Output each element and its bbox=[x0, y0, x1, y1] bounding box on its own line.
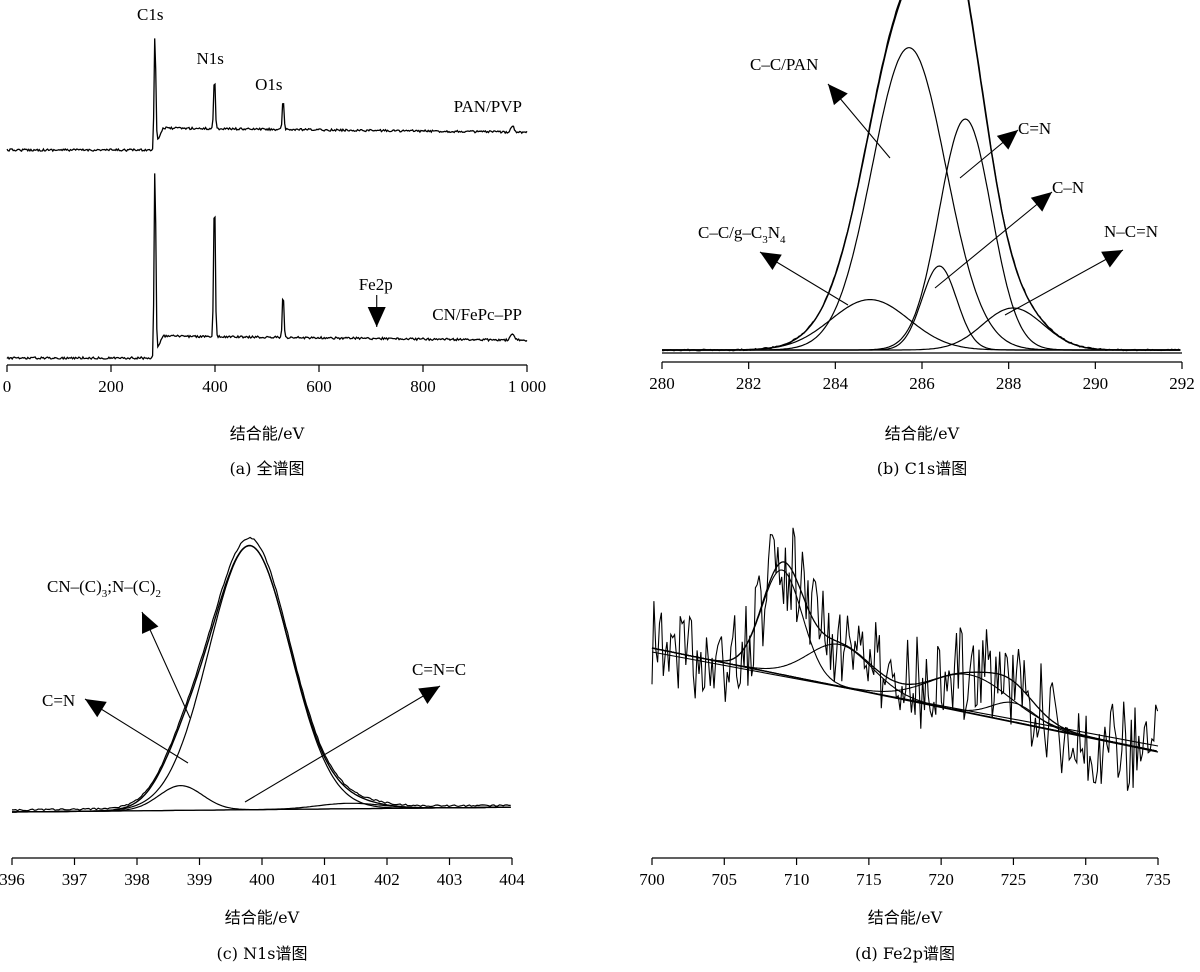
panel-c-label-cn-c3: CN–(C)3;N–(C)2 bbox=[47, 577, 161, 600]
panel-b-caption: (b) C1s谱图 bbox=[876, 459, 968, 478]
panel-d-tick-label-5: 725 bbox=[1001, 870, 1027, 889]
panel-a-series-label-1: CN/FePc–PP bbox=[432, 305, 522, 324]
panel-a-tick-label-5: 1 000 bbox=[508, 377, 546, 396]
panel-a-peak-label-n1s: N1s bbox=[196, 49, 223, 68]
panel-c-label-c-n: C=N bbox=[42, 691, 75, 710]
panel-c-arrow-cnc-head bbox=[418, 686, 440, 704]
panel-b-xlabel: 结合能/eV bbox=[884, 424, 960, 443]
panel-a-fe2p-arrow-head bbox=[367, 307, 386, 327]
panel-d-tick-label-7: 735 bbox=[1145, 870, 1171, 889]
panel-b-arrow-n-c-n-head bbox=[1101, 250, 1123, 268]
panel-b-arrow-cc-pan-head bbox=[828, 84, 848, 106]
panel-b-tick-label-4: 288 bbox=[996, 374, 1022, 393]
panel-d-tick-label-3: 715 bbox=[856, 870, 882, 889]
panel-c-sub-3: 3 bbox=[102, 588, 108, 600]
panel-b-label-cc-gc3n4: C–C/g–C3N4 bbox=[698, 223, 786, 246]
panel-b-label-cn-double: C=N bbox=[1018, 119, 1051, 138]
panel-a-tick-label-0: 0 bbox=[3, 377, 12, 396]
panel-c-tick-label-2: 398 bbox=[124, 870, 150, 889]
panel-b-label-cc-pan: C–C/PAN bbox=[750, 55, 818, 74]
panel-b-tick-label-5: 290 bbox=[1083, 374, 1109, 393]
panel-a-series-0 bbox=[6, 38, 528, 153]
panel-a-peak-label-o1s: O1s bbox=[255, 75, 282, 94]
panel-b-component-1 bbox=[662, 47, 1181, 351]
panel-a-xlabel: 结合能/eV bbox=[229, 424, 305, 443]
panel-c-tick-label-8: 404 bbox=[499, 870, 525, 889]
panel-c-sub-2: 2 bbox=[155, 588, 161, 600]
panel-b-arrow-c-n-line bbox=[934, 191, 1053, 289]
panel-d-tick-label-0: 700 bbox=[639, 870, 665, 889]
panel-d-raw bbox=[651, 527, 1159, 791]
panel-c-tick-label-6: 402 bbox=[374, 870, 400, 889]
panel-c-tick-label-1: 397 bbox=[62, 870, 88, 889]
panel-b-tick-label-1: 282 bbox=[736, 374, 762, 393]
panel-c-arrow-c-n-line bbox=[84, 698, 189, 764]
panel-c-arrow-c-n-head bbox=[85, 699, 107, 718]
panel-a-peak-label-fe2p: Fe2p bbox=[359, 275, 393, 294]
panel-c-raw bbox=[12, 536, 511, 812]
panel-c-caption: (c) N1s谱图 bbox=[216, 944, 308, 963]
panel-c-tick-label-3: 399 bbox=[187, 870, 213, 889]
panel-b-arrow-cc-gc3n4-head bbox=[760, 252, 782, 271]
panel-c-arrow-cnc-line bbox=[244, 685, 441, 803]
panel-c-tick-label-7: 403 bbox=[437, 870, 463, 889]
panel-b-label-c-n: C–N bbox=[1052, 178, 1084, 197]
panel-c-envelope bbox=[12, 544, 511, 813]
panel-d-envelope bbox=[651, 561, 1157, 752]
panel-c-tick-label-5: 401 bbox=[312, 870, 338, 889]
panel-d-tick-label-1: 705 bbox=[712, 870, 738, 889]
panel-c-xlabel: 结合能/eV bbox=[224, 908, 300, 927]
panel-b-arrow-c-n-head bbox=[1030, 192, 1052, 212]
panel-d-tick-label-4: 720 bbox=[928, 870, 954, 889]
panel-b-label-sub-3: 3 bbox=[762, 234, 768, 246]
panel-a-series-label-0: PAN/PVP bbox=[454, 97, 522, 116]
panel-b-tick-label-0: 280 bbox=[649, 374, 675, 393]
panel-b-label-sub-4: 4 bbox=[780, 234, 786, 246]
panel-b-component-0 bbox=[662, 299, 1181, 351]
panel-d-tick-label-2: 710 bbox=[784, 870, 810, 889]
panel-d-caption: (d) Fe2p谱图 bbox=[855, 944, 955, 963]
panel-b-arrow-cn-double-head bbox=[996, 130, 1018, 150]
panel-b-component-2 bbox=[662, 265, 1181, 351]
panel-b-tick-label-6: 292 bbox=[1169, 374, 1195, 393]
panel-a-caption: (a) 全谱图 bbox=[229, 459, 305, 478]
panel-b-raw bbox=[662, 0, 1181, 352]
panel-a-tick-label-3: 600 bbox=[306, 377, 332, 396]
panel-d-xlabel: 结合能/eV bbox=[867, 908, 943, 927]
panel-c-tick-label-4: 400 bbox=[249, 870, 275, 889]
panel-c-label-cnc: C=N=C bbox=[412, 660, 466, 679]
panel-b-arrow-n-c-n-line bbox=[1004, 249, 1124, 316]
panel-a-peak-label-c1s: C1s bbox=[137, 5, 163, 24]
panel-b-tick-label-3: 286 bbox=[909, 374, 935, 393]
panel-b-tick-label-2: 284 bbox=[823, 374, 849, 393]
panel-a-tick-label-1: 200 bbox=[98, 377, 124, 396]
panel-a-tick-label-4: 800 bbox=[410, 377, 436, 396]
panel-c-tick-label-0: 396 bbox=[0, 870, 25, 889]
panel-c-arrow-cn-c3-head bbox=[142, 612, 159, 634]
panel-b-label-n-c-n: N–C=N bbox=[1104, 222, 1158, 241]
panel-a-series-1 bbox=[6, 173, 528, 361]
panel-d-tick-label-6: 730 bbox=[1073, 870, 1099, 889]
panel-b-label-n: N bbox=[768, 223, 780, 242]
panel-c-label-mid: ;N–(C) bbox=[107, 577, 155, 596]
panel-a-tick-label-2: 400 bbox=[202, 377, 228, 396]
